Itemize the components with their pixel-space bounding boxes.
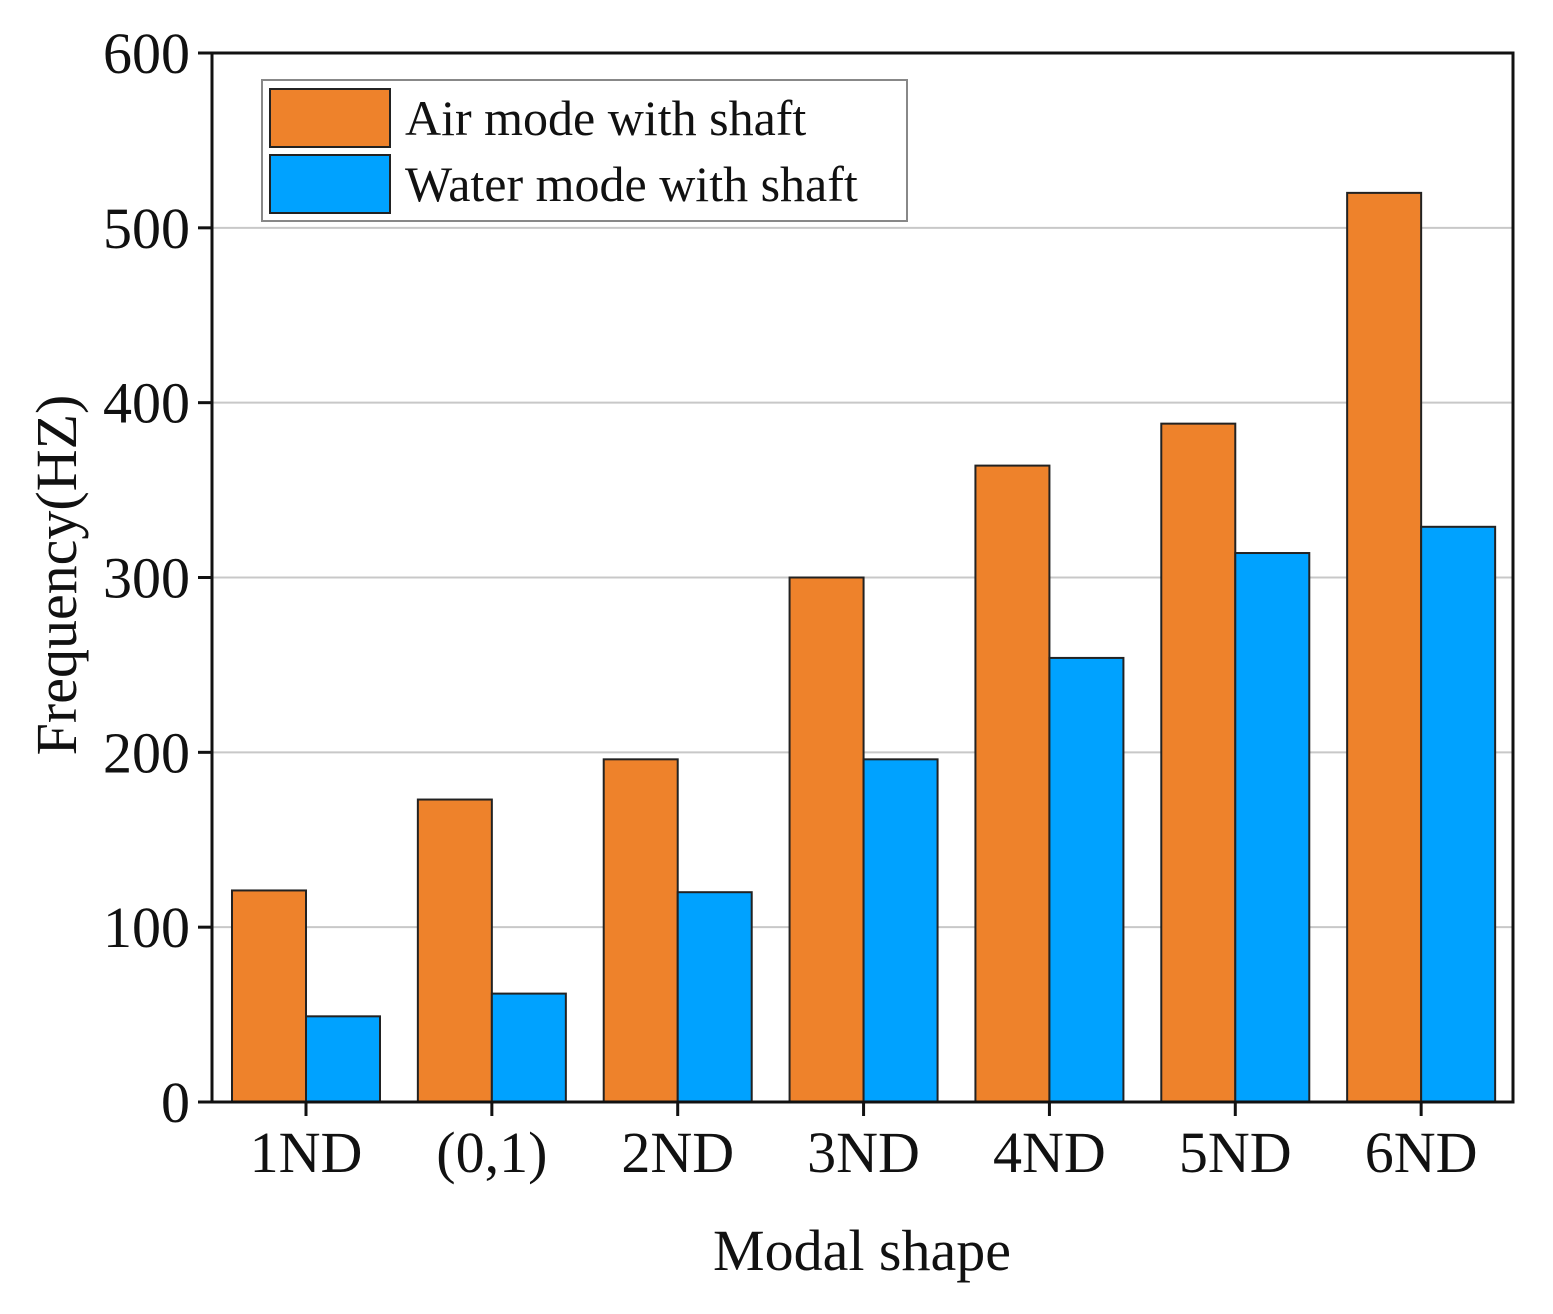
bars xyxy=(231,191,1497,1104)
y-tick-label: 0 xyxy=(161,1070,190,1135)
x-tick-label: (0,1) xyxy=(436,1120,547,1185)
x-tick-label: 3ND xyxy=(807,1120,920,1185)
bar-air-0 xyxy=(231,889,307,1103)
y-tick-label: 200 xyxy=(103,720,190,785)
bar-air-1 xyxy=(416,798,493,1103)
legend-swatch-0 xyxy=(269,88,391,148)
bar-water-6 xyxy=(1420,525,1497,1103)
bar-air-4 xyxy=(974,464,1051,1103)
bar-air-3 xyxy=(788,576,865,1103)
y-tick-label: 400 xyxy=(103,371,190,436)
legend-label-1: Water mode with shaft xyxy=(405,156,858,212)
x-axis-label: Modal shape xyxy=(713,1218,1011,1283)
y-axis-label: Frequency(HZ) xyxy=(24,395,89,756)
y-tick-label: 300 xyxy=(103,546,190,611)
x-tick-label: 5ND xyxy=(1179,1120,1292,1185)
y-tick-label: 100 xyxy=(103,895,190,960)
bar-water-4 xyxy=(1048,656,1125,1103)
x-tick-label: 2ND xyxy=(621,1120,734,1185)
y-axis-ticks: 0 100 200 300 400 500 600 xyxy=(103,21,212,1135)
x-tick-label: 1ND xyxy=(250,1120,363,1185)
x-axis-ticks: 1ND (0,1) 2ND 3ND 4ND 5ND 6ND xyxy=(250,1102,1478,1185)
bar-water-2 xyxy=(676,891,753,1104)
bar-air-6 xyxy=(1346,191,1423,1104)
x-tick-label: 6ND xyxy=(1365,1120,1478,1185)
bar-air-2 xyxy=(602,758,679,1103)
bar-water-3 xyxy=(862,758,939,1103)
bar-water-1 xyxy=(490,992,567,1103)
legend: Air mode with shaft Water mode with shaft xyxy=(261,79,908,222)
bar-water-0 xyxy=(305,1015,381,1103)
bar-air-5 xyxy=(1160,422,1237,1103)
y-tick-label: 500 xyxy=(103,196,190,261)
legend-label-0: Air mode with shaft xyxy=(405,90,806,146)
x-tick-label: 4ND xyxy=(993,1120,1106,1185)
legend-swatch-1 xyxy=(269,154,391,214)
y-tick-label: 600 xyxy=(103,21,190,86)
bar-water-5 xyxy=(1234,552,1311,1103)
